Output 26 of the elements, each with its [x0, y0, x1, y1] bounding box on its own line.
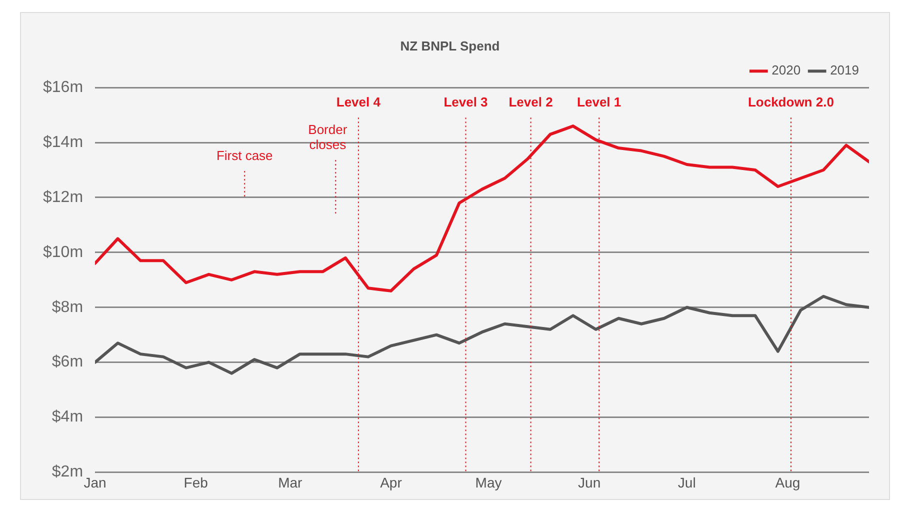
y-tick-label: $8m: [52, 298, 84, 316]
x-tick-label: Aug: [775, 474, 800, 490]
ref-line-label: Level 3: [444, 94, 488, 110]
ref-line-label: Level 1: [577, 94, 622, 110]
legend-label: 2019: [830, 62, 859, 78]
y-tick-label: $16m: [42, 79, 84, 96]
x-tick-label: Jan: [84, 474, 106, 490]
x-tick-label: Mar: [278, 474, 303, 490]
ref-line-label: Border closes: [308, 122, 348, 152]
ref-line-label: Level 4: [336, 94, 382, 110]
y-tick-label: $14m: [42, 134, 84, 151]
legend-label: 2020: [772, 62, 801, 78]
y-tick-label: $4m: [52, 408, 84, 426]
y-tick-label: $12m: [42, 188, 84, 206]
x-tick-label: Feb: [184, 474, 208, 490]
y-tick-label: $6m: [52, 354, 84, 371]
x-tick-label: Apr: [380, 474, 402, 490]
chart-title: NZ BNPL Spend: [400, 38, 500, 54]
x-tick-label: May: [475, 474, 502, 490]
ref-line-label: Level 2: [508, 94, 553, 110]
x-tick-label: Jul: [678, 474, 696, 490]
y-tick-label: $2m: [52, 464, 84, 481]
x-tick-label: Jun: [578, 474, 601, 490]
ref-line-label: Lockdown 2.0: [748, 94, 834, 110]
y-tick-label: $10m: [42, 244, 84, 261]
ref-line-label: First case: [216, 148, 273, 164]
